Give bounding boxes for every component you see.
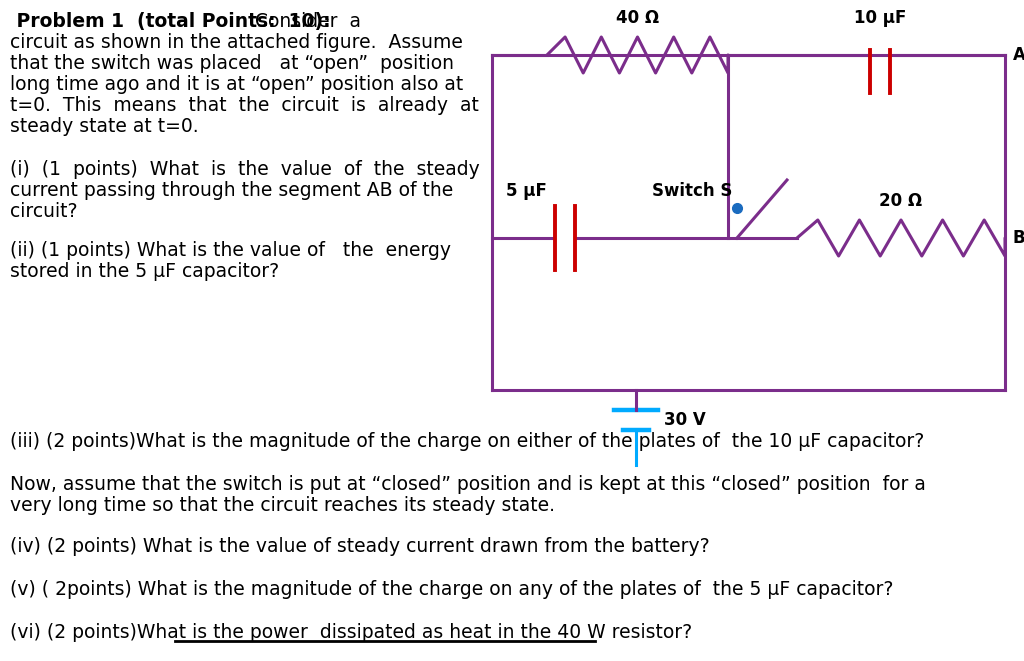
Text: 5 μF: 5 μF — [506, 182, 547, 200]
Text: 40 Ω: 40 Ω — [616, 9, 659, 27]
Text: stored in the 5 μF capacitor?: stored in the 5 μF capacitor? — [10, 262, 280, 281]
Text: current passing through the segment AB of the: current passing through the segment AB o… — [10, 181, 454, 200]
Text: steady state at t=0.: steady state at t=0. — [10, 117, 199, 136]
Text: Consider  a: Consider a — [255, 12, 361, 31]
Text: 10 μF: 10 μF — [854, 9, 906, 27]
Text: 30 V: 30 V — [664, 411, 706, 429]
Text: A: A — [1013, 46, 1024, 64]
Text: circuit as shown in the attached figure.  Assume: circuit as shown in the attached figure.… — [10, 33, 463, 52]
Text: Problem 1  (total Points:  10):: Problem 1 (total Points: 10): — [10, 12, 331, 31]
Text: 20 Ω: 20 Ω — [880, 192, 923, 210]
Text: that the switch was placed   at “open”  position: that the switch was placed at “open” pos… — [10, 54, 454, 73]
Text: circuit?: circuit? — [10, 202, 78, 221]
Text: B: B — [1013, 229, 1024, 247]
Text: Switch S: Switch S — [651, 182, 732, 200]
Text: long time ago and it is at “open” position also at: long time ago and it is at “open” positi… — [10, 75, 463, 94]
Text: (ii) (1 points) What is the value of   the  energy: (ii) (1 points) What is the value of the… — [10, 241, 451, 260]
Text: very long time so that the circuit reaches its steady state.: very long time so that the circuit reach… — [10, 496, 555, 515]
Text: (v) ( 2points) What is the magnitude of the charge on any of the plates of  the : (v) ( 2points) What is the magnitude of … — [10, 580, 893, 599]
Text: (i)  (1  points)  What  is  the  value  of  the  steady: (i) (1 points) What is the value of the … — [10, 160, 480, 179]
Text: Now, assume that the switch is put at “closed” position and is kept at this “clo: Now, assume that the switch is put at “c… — [10, 475, 926, 494]
Text: (vi) (2 points)What is the power  dissipated as heat in the 40 W resistor?: (vi) (2 points)What is the power dissipa… — [10, 623, 692, 642]
Text: (iii) (2 points)What is the magnitude of the charge on either of the plates of  : (iii) (2 points)What is the magnitude of… — [10, 432, 925, 451]
Text: t=0.  This  means  that  the  circuit  is  already  at: t=0. This means that the circuit is alre… — [10, 96, 479, 115]
Text: (iv) (2 points) What is the value of steady current drawn from the battery?: (iv) (2 points) What is the value of ste… — [10, 537, 710, 556]
